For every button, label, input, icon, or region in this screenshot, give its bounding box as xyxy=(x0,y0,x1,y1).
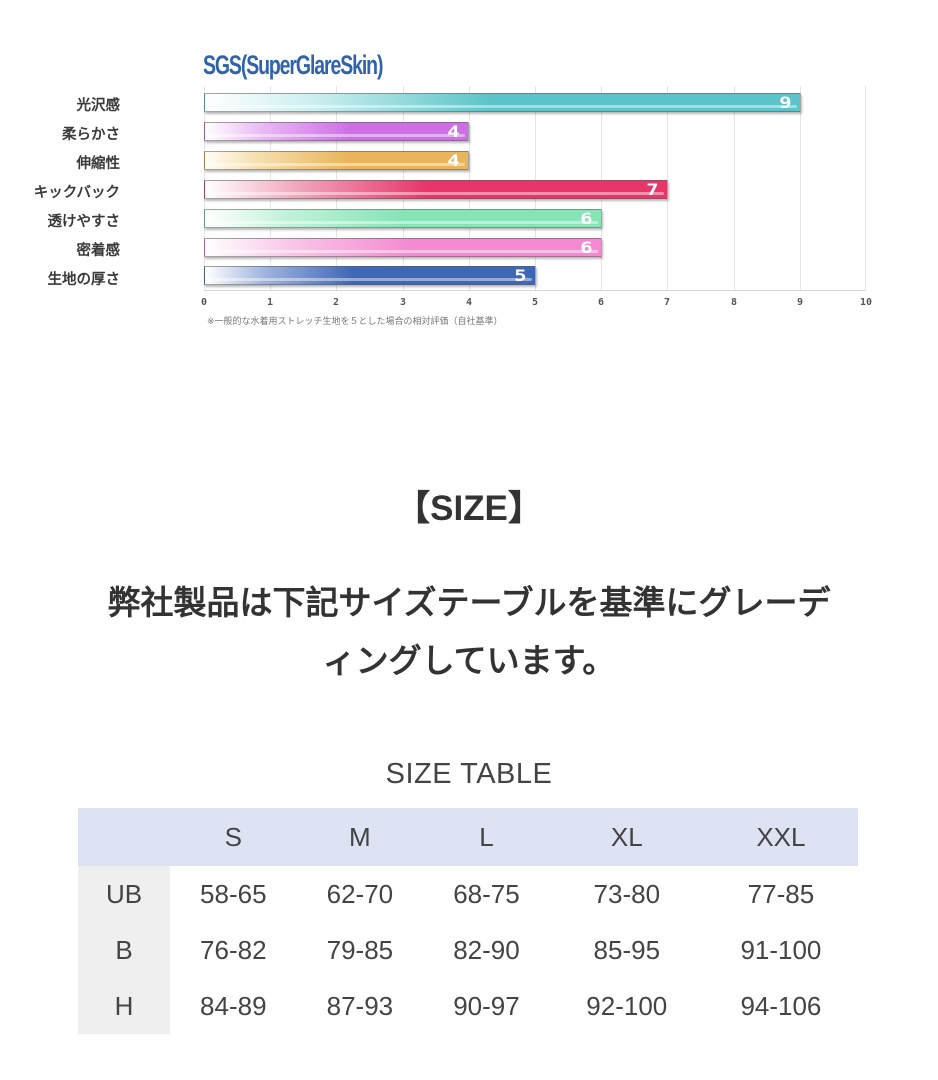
bar-transparency: 6 xyxy=(204,209,602,228)
size-intro-text: 弊社製品は下記サイズテーブルを基準にグレーデ ィングしています。 xyxy=(30,574,908,690)
bar-value: 6 xyxy=(580,209,593,228)
x-tick: 10 xyxy=(860,297,873,308)
bar-label: 柔らかさ xyxy=(62,127,120,143)
table-cell: 82-90 xyxy=(453,934,520,965)
table-cell: 92-100 xyxy=(586,990,668,1021)
bar-value: 5 xyxy=(514,266,527,285)
bar-softness: 4 xyxy=(204,122,469,141)
bar-chart-plot: 光沢感 9 柔らかさ 4 伸縮性 4 キックバック 7 透けやすさ 6 密着感 … xyxy=(34,86,866,291)
header-cell-m: M xyxy=(296,808,424,866)
table-cell: 77-85 xyxy=(747,878,815,909)
bar-label: 光沢感 xyxy=(76,98,121,114)
table-cell: 73-80 xyxy=(593,878,661,909)
header-cell-s: S xyxy=(170,808,297,866)
table-cell: 62-70 xyxy=(326,878,394,909)
gridline xyxy=(865,86,866,291)
x-tick: 7 xyxy=(664,297,671,308)
bar-label: 生地の厚さ xyxy=(47,272,121,288)
table-cell: 85-95 xyxy=(593,934,661,965)
table-cell: 58-65 xyxy=(200,878,267,909)
size-table-header-row: S M L XL XXL xyxy=(78,808,858,866)
bar-stretch: 4 xyxy=(204,151,469,170)
gridline xyxy=(734,86,735,291)
table-cell: 84-89 xyxy=(200,990,267,1021)
bar-fit: 6 xyxy=(204,238,602,257)
intro-line-1: 弊社製品は下記サイズテーブルを基準にグレーデ xyxy=(107,583,831,622)
row-label-ub: UB xyxy=(78,866,170,922)
bar-label: キックバック xyxy=(33,185,120,201)
table-cell: 76-82 xyxy=(200,934,267,965)
table-cell: 94-106 xyxy=(740,990,822,1021)
bar-gloss: 9 xyxy=(204,93,801,112)
bar-value: 4 xyxy=(447,151,460,170)
size-heading: 【SIZE】 xyxy=(395,489,543,528)
table-cell: 68-75 xyxy=(453,878,520,909)
x-tick: 4 xyxy=(466,297,473,308)
x-tick: 2 xyxy=(333,297,340,308)
bar-value: 4 xyxy=(447,122,460,141)
bar-thickness: 5 xyxy=(204,266,536,285)
table-cell: 87-93 xyxy=(326,990,394,1021)
bar-value: 7 xyxy=(646,180,659,199)
header-cell-xxl: XXL xyxy=(703,808,858,866)
bar-label: 密着感 xyxy=(76,243,121,259)
x-tick: 8 xyxy=(731,297,738,308)
bar-kickback: 7 xyxy=(204,180,668,199)
table-cell: 91-100 xyxy=(740,934,822,965)
chart-title: SGS(SuperGlareSkin) xyxy=(203,50,383,80)
x-tick: 1 xyxy=(267,297,274,308)
x-tick: 9 xyxy=(797,297,804,308)
bar-value: 9 xyxy=(779,93,792,112)
header-corner-cell xyxy=(78,808,170,866)
x-axis-line xyxy=(204,290,866,291)
bar-label: 伸縮性 xyxy=(76,156,121,172)
chart-footnote: ※一般的な水着用ストレッチ生地を５とした場合の相対評価（自社基準） xyxy=(207,317,503,327)
table-row: UB 58-65 62-70 68-75 73-80 77-85 xyxy=(78,866,858,922)
x-tick: 3 xyxy=(400,297,407,308)
table-row: H 84-89 87-93 90-97 92-100 94-106 xyxy=(78,978,858,1034)
row-label-h: H xyxy=(78,978,170,1034)
table-row: B 76-82 79-85 82-90 85-95 91-100 xyxy=(78,922,858,978)
header-cell-l: L xyxy=(423,808,550,866)
bar-label: 透けやすさ xyxy=(47,214,121,230)
header-cell-xl: XL xyxy=(549,808,704,866)
table-cell: 90-97 xyxy=(453,990,520,1021)
table-cell: 79-85 xyxy=(326,934,394,965)
row-label-b: B xyxy=(78,922,170,978)
gridline xyxy=(800,86,801,291)
size-table-title: SIZE TABLE xyxy=(385,758,553,790)
bar-value: 6 xyxy=(580,238,593,257)
intro-line-2: ィングしています。 xyxy=(322,641,616,680)
x-tick: 0 xyxy=(201,297,208,308)
size-table: S M L XL XXL UB 58-65 62-70 68-75 73-80 … xyxy=(78,808,858,1034)
x-tick: 5 xyxy=(532,297,539,308)
x-tick: 6 xyxy=(598,297,605,308)
